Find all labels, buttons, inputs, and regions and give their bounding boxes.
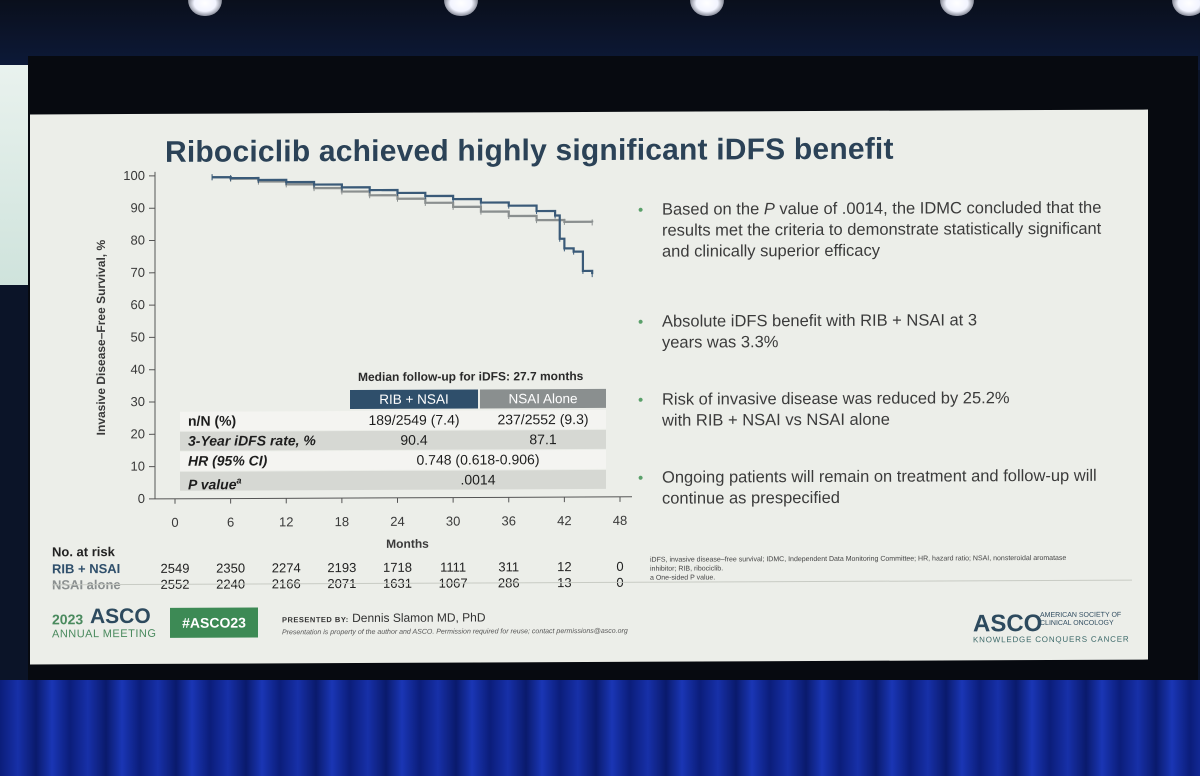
x-axis-title: Months	[386, 537, 429, 551]
at-risk-value: 1111	[440, 559, 467, 575]
x-tick-label: 18	[335, 514, 349, 529]
meeting-year: 2023	[52, 611, 84, 628]
table-row: P valuea .0014	[180, 469, 606, 493]
km-curve-rib-nsai	[212, 176, 594, 275]
x-tick-label: 0	[171, 515, 178, 530]
meeting-subtitle: ANNUAL MEETING	[52, 627, 157, 641]
x-tick-label: 42	[557, 513, 571, 528]
bullet-text-italic: P	[763, 200, 775, 219]
at-risk-label-rib: RIB + NSAI	[52, 561, 121, 577]
at-risk-value: 2549	[160, 560, 190, 576]
y-tick-label: 100	[123, 168, 145, 183]
bullet-text: Based on the	[662, 200, 764, 219]
y-tick-label: 30	[131, 394, 145, 409]
bullet-dot-icon: •	[638, 313, 644, 331]
row-label: HR (95% CI)	[188, 452, 268, 469]
y-tick-label: 10	[131, 459, 145, 474]
presenter-name: Dennis Slamon MD, PhD	[352, 610, 486, 626]
table-row: HR (95% CI) 0.748 (0.618-0.906)	[180, 449, 606, 471]
x-tick-label: 30	[446, 514, 460, 529]
society-tagline: KNOWLEDGE CONQUERS CANCER	[973, 634, 1130, 645]
presented-by: PRESENTED BY: Dennis Slamon MD, PhD	[282, 610, 486, 625]
hashtag-badge: #ASCO23	[170, 607, 258, 638]
bullet-dot-icon: •	[638, 391, 644, 409]
spotlight	[1172, 0, 1200, 16]
row-label: 3-Year iDFS rate, %	[188, 432, 316, 449]
x-tick-label: 12	[279, 514, 293, 529]
at-risk-value: 2193	[327, 560, 357, 576]
y-tick-label: 80	[131, 233, 145, 248]
bullet-dot-icon: •	[638, 201, 644, 219]
table-row: n/N (%) 189/2549 (7.4) 237/2552 (9.3)	[180, 409, 606, 431]
row-label: n/N (%)	[188, 412, 237, 429]
footnotes: iDFS, invasive disease–free survival; ID…	[650, 554, 1080, 583]
spotlight	[690, 0, 724, 16]
table-row: 3-Year iDFS rate, % 90.4 87.1	[180, 429, 606, 451]
footnote-abbrev: iDFS, invasive disease–free survival; ID…	[650, 554, 1067, 573]
property-note: Presentation is property of the author a…	[282, 627, 628, 637]
stage-curtain	[0, 680, 1200, 776]
x-tick-label: 36	[502, 513, 516, 528]
bullet-text: Ongoing patients will remain on treatmen…	[662, 466, 1097, 508]
presentation-slide: Ribociclib achieved highly significant i…	[30, 109, 1148, 665]
table-header-row: RIB + NSAI NSAI Alone	[180, 388, 606, 410]
y-tick-label: 60	[131, 297, 145, 312]
y-tick-label: 50	[131, 329, 145, 344]
x-axis	[155, 496, 632, 500]
bullet-dot-icon: •	[638, 469, 644, 487]
header-rib-nsai: RIB + NSAI	[350, 389, 478, 410]
footnote-marker: a	[236, 475, 242, 486]
cell-merged: .0014	[460, 471, 496, 488]
y-tick-label: 40	[131, 362, 145, 377]
spotlight	[444, 0, 478, 16]
at-risk-value: 2350	[216, 560, 246, 576]
row-label: P valuea	[180, 471, 348, 493]
x-tick-label: 48	[613, 513, 627, 528]
p-value-label: P value	[188, 476, 237, 493]
header-nsai-alone: NSAI Alone	[480, 388, 606, 409]
bullet-text: Absolute iDFS benefit with RIB + NSAI at…	[662, 311, 978, 352]
bullet-item: • Risk of invasive disease was reduced b…	[638, 388, 1032, 432]
spotlight	[188, 0, 222, 16]
at-risk-title: No. at risk	[52, 544, 115, 560]
bullet-item: • Based on the P value of .0014, the IDM…	[638, 198, 1102, 263]
kaplan-meier-chart: 0 10 20 30 40 50 60 70 80 90 100 0 6 12 18 24 30 36 42 48 Mo…	[94, 168, 632, 551]
presented-label: PRESENTED BY:	[282, 615, 349, 625]
at-risk-value: 311	[498, 559, 520, 575]
table-caption: Median follow-up for iDFS: 27.7 months	[358, 369, 584, 385]
cell-merged: 0.748 (0.618-0.906)	[416, 451, 540, 468]
at-risk-value: 2274	[271, 560, 301, 576]
cell-nsai: 237/2552 (9.3)	[497, 411, 589, 428]
meeting-logo: ASCO	[90, 604, 151, 629]
y-tick-label: 0	[138, 491, 145, 506]
y-tick-label: 90	[131, 200, 145, 215]
at-risk-value: 12	[557, 559, 572, 575]
y-tick-label: 70	[131, 265, 145, 280]
cell-rib: 189/2549 (7.4)	[368, 411, 460, 428]
cell-rib: 90.4	[400, 431, 428, 448]
at-risk-value: 1718	[383, 559, 412, 575]
at-risk-value: 0	[616, 558, 624, 574]
cell-nsai: 87.1	[529, 431, 557, 448]
bullet-text: Risk of invasive disease was reduced by …	[662, 389, 1010, 430]
bullet-item: • Ongoing patients will remain on treatm…	[638, 466, 1102, 510]
x-tick-label: 24	[390, 514, 404, 529]
km-curve-nsai-alone	[212, 176, 594, 224]
y-axis-title: Invasive Disease–Free Survival, %	[94, 240, 108, 436]
bullet-item: • Absolute iDFS benefit with RIB + NSAI …	[638, 310, 992, 353]
spotlight	[940, 0, 974, 16]
y-tick-label: 20	[131, 426, 145, 441]
society-name: AMERICAN SOCIETY OF CLINICAL ONCOLOGY	[1040, 611, 1122, 628]
x-tick-label: 6	[227, 515, 234, 530]
